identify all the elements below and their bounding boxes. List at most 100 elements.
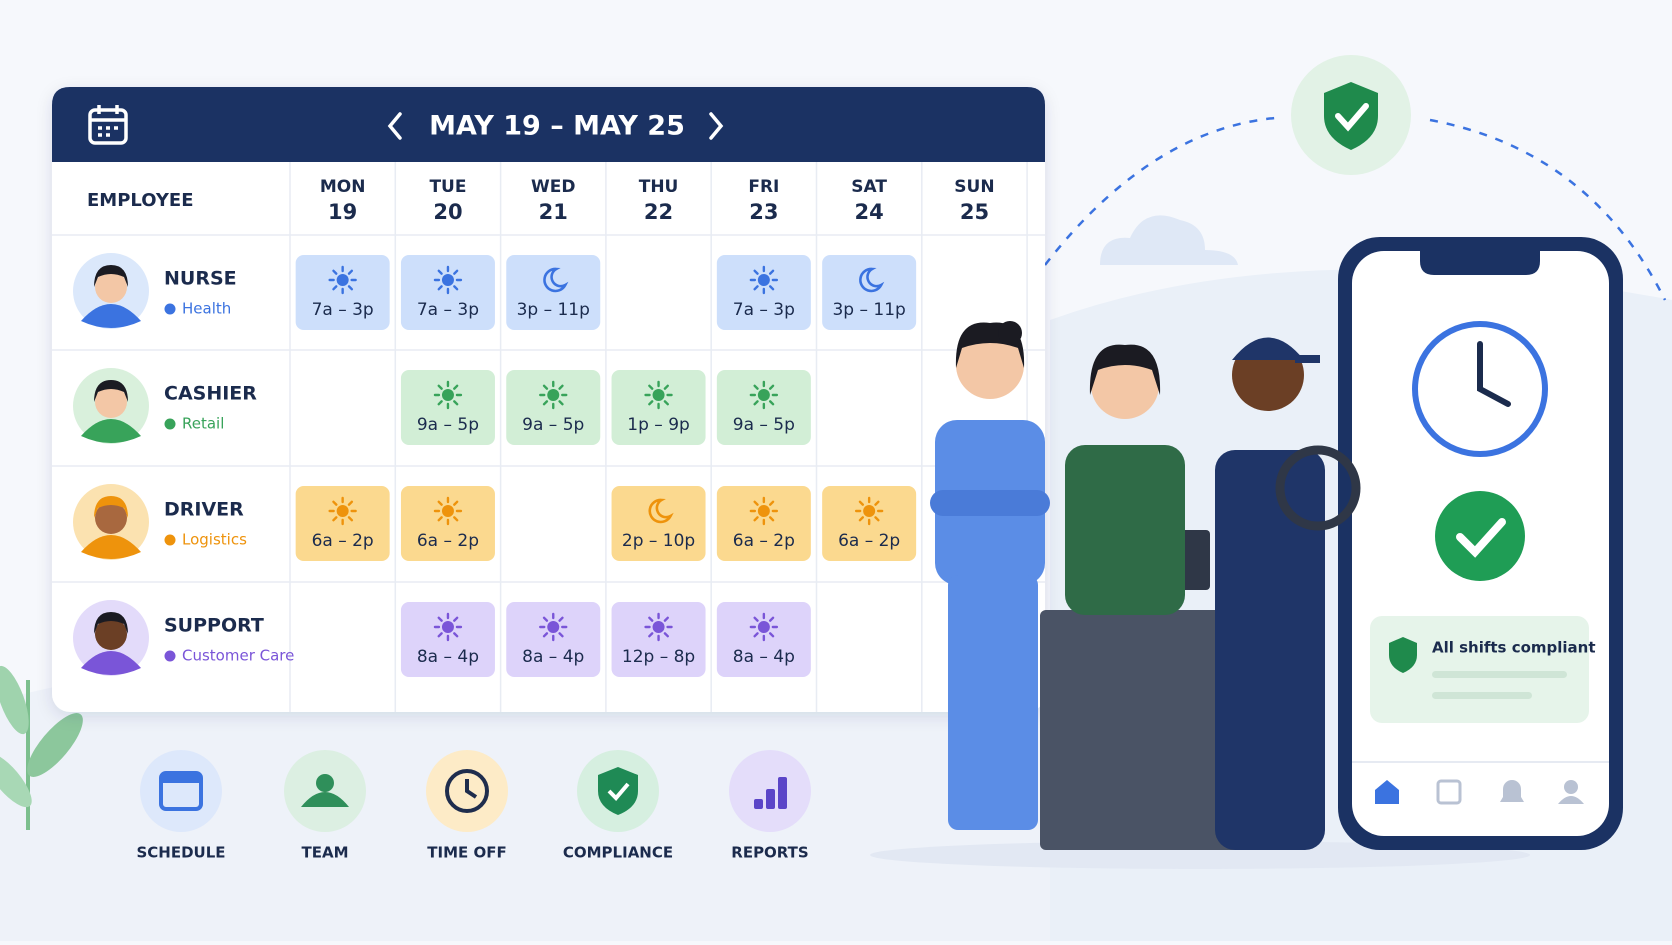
compliant-shield — [1389, 637, 1417, 673]
employee-dept: Customer Care — [182, 647, 294, 665]
shift-block[interactable]: 12p – 8p — [611, 602, 706, 677]
prev-week[interactable] — [387, 112, 402, 140]
shift-time: 7a – 3p — [733, 300, 795, 320]
sun-rays — [749, 380, 779, 410]
nav-icon — [598, 767, 638, 815]
shift-time: 7a – 3p — [417, 300, 479, 320]
sun-icon — [441, 389, 454, 401]
shift-block[interactable]: 6a – 2p — [400, 486, 495, 561]
shift-block[interactable]: 8a – 4p — [400, 602, 495, 677]
shift-block[interactable]: 1p – 9p — [611, 370, 706, 445]
shift-block[interactable]: 8a – 4p — [506, 602, 601, 677]
workers-illustration — [930, 321, 1361, 850]
avatar-hair — [94, 265, 128, 287]
day-date: 19 — [328, 200, 357, 224]
sun-icon — [757, 274, 770, 286]
nav-icon-bg — [140, 750, 222, 832]
nav-icon — [445, 769, 489, 813]
sun-icon — [441, 274, 454, 286]
tab-alerts[interactable] — [1500, 780, 1524, 802]
cashier-head — [1091, 351, 1159, 419]
dashed-arc — [1044, 116, 1667, 301]
shift-block[interactable]: 7a – 3p — [716, 255, 811, 330]
shift-time: 6a – 2p — [417, 531, 479, 551]
nav-icon — [778, 777, 787, 809]
employee-dept: Retail — [182, 415, 224, 433]
shift-time: 6a – 2p — [733, 531, 795, 551]
shift-block[interactable]: 8a – 4p — [716, 602, 811, 677]
shift-block[interactable]: 2p – 10p — [611, 486, 706, 561]
sun-icon — [652, 389, 665, 401]
shift-time: 8a – 4p — [417, 647, 479, 667]
nav-item[interactable]: REPORTS — [729, 750, 811, 862]
sun-rays — [433, 612, 463, 642]
nav-item[interactable]: TIME OFF — [426, 750, 508, 862]
day-name: WED — [531, 177, 575, 197]
nav-label: REPORTS — [731, 844, 808, 862]
shift-block[interactable]: 6a – 2p — [716, 486, 811, 561]
sun-icon — [863, 505, 876, 517]
nav-icon — [754, 799, 763, 809]
calendar-icon-frame — [88, 108, 128, 145]
shift-block[interactable]: 6a – 2p — [295, 486, 390, 561]
floor-shadow — [870, 841, 1530, 869]
sun-rays — [749, 265, 779, 295]
shift-time: 8a – 4p — [522, 647, 584, 667]
tab-profile[interactable] — [1564, 780, 1578, 794]
avatar-face — [95, 502, 127, 534]
shift-time: 7a – 3p — [312, 300, 374, 320]
employee-row: NURSE Health 7a – 3p 7a – 3p 3p – 11p 7a – 3p… — [73, 253, 917, 330]
plant-leaf — [0, 752, 32, 808]
nav-label: COMPLIANCE — [563, 844, 673, 862]
plant-leaf — [27, 713, 83, 777]
shield-check — [1335, 103, 1369, 132]
nav-item[interactable]: TEAM — [284, 750, 366, 862]
shift-block[interactable]: 9a – 5p — [506, 370, 601, 445]
nav-icon — [766, 789, 775, 809]
day-name: FRI — [748, 177, 779, 197]
next-week[interactable] — [709, 112, 724, 140]
sun-rays — [539, 612, 568, 642]
moon-icon — [543, 267, 569, 293]
nav-label: TEAM — [301, 844, 348, 862]
day-name: MON — [320, 177, 366, 197]
shift-block[interactable]: 7a – 3p — [295, 255, 390, 330]
compliant-text: All shifts compliant — [1432, 639, 1596, 657]
tab-calendar[interactable] — [1436, 779, 1462, 805]
shift-time: 6a – 2p — [312, 531, 374, 551]
dept-dot — [164, 303, 176, 315]
avatar-shoulders — [81, 419, 141, 443]
sun-icon — [757, 621, 770, 633]
tab-profile-body[interactable] — [1558, 796, 1584, 804]
shift-block[interactable]: 3p – 11p — [506, 255, 601, 330]
calendar-icon-rings — [90, 105, 126, 122]
shift-block[interactable]: 7a – 3p — [400, 255, 495, 330]
cashier-body — [1065, 445, 1185, 615]
check-circle — [1435, 491, 1525, 581]
shift-block[interactable]: 3p – 11p — [822, 255, 917, 330]
nav-icon — [161, 773, 201, 783]
nav-item[interactable]: COMPLIANCE — [563, 750, 673, 862]
nav-item[interactable]: SCHEDULE — [136, 750, 226, 862]
shift-time: 1p – 9p — [627, 415, 690, 435]
nav-label: SCHEDULE — [136, 844, 225, 862]
shift-time: 3p – 11p — [517, 300, 590, 320]
day-date: 20 — [433, 200, 462, 224]
shift-block[interactable]: 6a – 2p — [822, 486, 917, 561]
placeholder-bar — [1432, 692, 1532, 699]
compliant-card — [1370, 616, 1589, 723]
avatar-face — [95, 271, 127, 303]
dept-dot — [164, 418, 176, 430]
employee-role: DRIVER — [164, 499, 244, 521]
tab-home[interactable] — [1375, 780, 1399, 804]
sun-icon — [441, 621, 454, 633]
day-date: 23 — [749, 200, 778, 224]
avatar-face — [95, 618, 127, 650]
shift-bg — [506, 255, 601, 330]
day-date: 21 — [539, 200, 568, 224]
week-title: MAY 19 – MAY 25 — [429, 111, 685, 142]
shift-block[interactable]: 9a – 5p — [716, 370, 811, 445]
shift-block[interactable]: 9a – 5p — [400, 370, 495, 445]
cloud — [1100, 215, 1238, 265]
employee-role: NURSE — [164, 268, 237, 290]
